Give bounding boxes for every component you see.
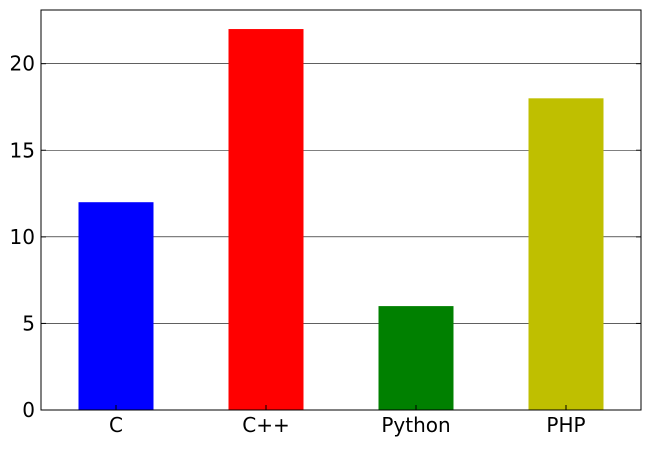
bar-php	[528, 98, 604, 410]
x-axis-tick-labels: C C++ Python PHP	[109, 413, 586, 437]
tick-marks	[41, 63, 641, 411]
bar-cplus	[228, 29, 304, 411]
x-tick-label-2: Python	[381, 413, 450, 437]
y-tick-label-5: 5	[22, 311, 35, 335]
y-tick-label-0: 0	[22, 398, 35, 422]
y-tick-label-15: 15	[10, 138, 35, 162]
x-tick-label-1: C++	[242, 413, 289, 437]
x-tick-label-0: C	[109, 413, 123, 437]
bar-python	[378, 306, 454, 410]
bar-c	[78, 202, 154, 410]
plot-frame	[40, 9, 642, 411]
x-tick-label-3: PHP	[546, 413, 585, 437]
y-tick-label-20: 20	[10, 52, 35, 76]
bars	[78, 29, 604, 411]
y-axis-tick-labels: 0 5 10 15 20	[10, 52, 35, 422]
y-tick-label-10: 10	[10, 225, 35, 249]
